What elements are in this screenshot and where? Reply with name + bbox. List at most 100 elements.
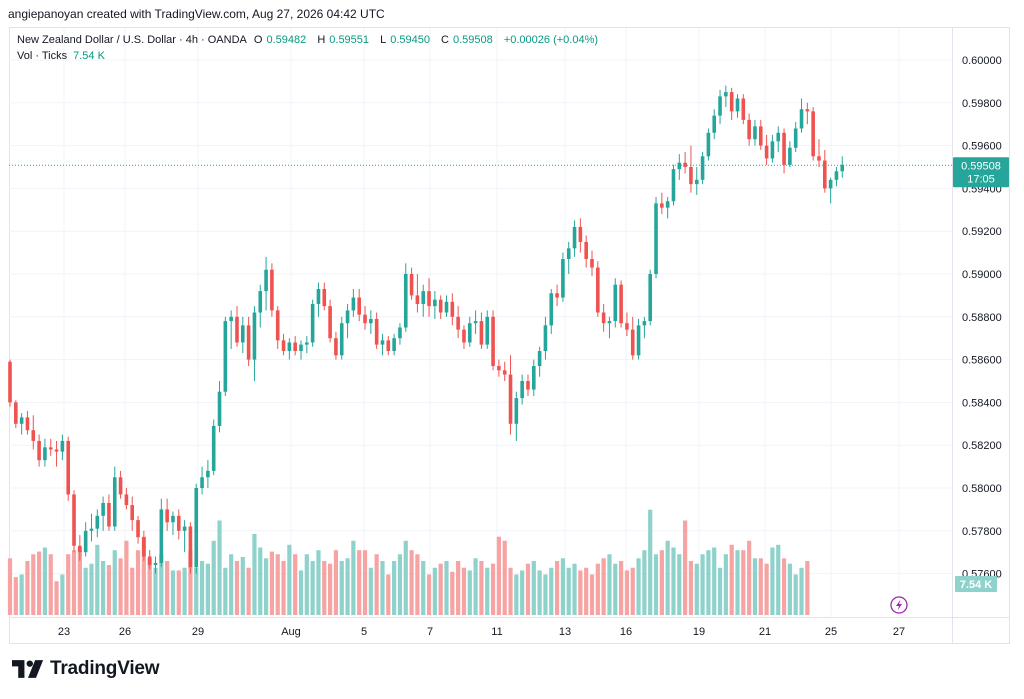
time-axis-label: 29 [192, 626, 204, 638]
volume-bar [456, 561, 461, 615]
volume-bar [415, 554, 420, 615]
volume-bar [683, 520, 688, 615]
volume-bar [287, 544, 292, 615]
volume-bar [328, 563, 333, 615]
candle-body [351, 297, 356, 311]
volume-bar [66, 554, 71, 615]
volume-bar [584, 567, 589, 615]
candle-body [153, 562, 158, 566]
change-value: +0.00026 (+0.04%) [503, 34, 599, 46]
candle [392, 333, 396, 356]
candle [467, 316, 472, 347]
candle [241, 316, 245, 354]
candle-body [171, 515, 175, 523]
candle [200, 466, 204, 495]
candle [456, 306, 460, 339]
candle-body [491, 316, 495, 367]
candle-body [805, 109, 810, 112]
candle-body [502, 370, 507, 375]
price-axis-label: 0.58200 [962, 440, 1002, 452]
candle-body [200, 477, 204, 488]
volume-bar [188, 550, 193, 615]
volume-bar [7, 558, 13, 615]
volume-series [7, 509, 810, 615]
candle [788, 141, 792, 167]
volume-bar [19, 574, 24, 615]
candle-body [159, 509, 164, 563]
lightning-icon[interactable] [890, 596, 908, 614]
candle-body [694, 179, 699, 185]
volume-bar [165, 561, 170, 615]
candle [555, 284, 559, 307]
volume-label[interactable]: Vol · Ticks [17, 50, 68, 62]
candle [805, 102, 810, 125]
candle-body [264, 269, 268, 292]
volume-bar [310, 561, 315, 615]
candle [427, 278, 431, 317]
candle [590, 250, 594, 277]
volume-bar [374, 554, 379, 615]
candle-body [828, 179, 833, 189]
candle [689, 145, 693, 193]
volume-bar [60, 574, 65, 615]
candle [473, 310, 478, 334]
volume-bar [293, 554, 298, 615]
candle [729, 87, 734, 120]
candle-body [235, 316, 239, 343]
candle-body [613, 284, 618, 322]
volume-bar [322, 561, 327, 615]
candle [136, 515, 140, 544]
candle-body [427, 291, 431, 307]
volume-bar [578, 570, 583, 615]
volume-bar [659, 550, 664, 615]
candle-body [357, 297, 361, 315]
volume-bar [211, 540, 216, 615]
candle [770, 134, 775, 163]
candle [764, 134, 769, 165]
candle-body [54, 449, 59, 452]
time-axis-label: 13 [559, 626, 571, 638]
candle-body [520, 381, 524, 399]
volume-bar [479, 561, 484, 615]
candle-body [712, 115, 717, 133]
volume-bar [403, 540, 408, 615]
candle-body [654, 203, 658, 274]
candle [799, 98, 804, 133]
volume-bar [502, 540, 507, 615]
candle-body [514, 398, 519, 424]
candle-body [374, 318, 379, 345]
volume-bar [543, 574, 548, 615]
volume-bar [607, 554, 612, 615]
candle-body [526, 381, 530, 390]
volume-bar [624, 570, 630, 615]
open-value: 0.59482 [266, 34, 307, 46]
high-value: 0.59551 [329, 34, 370, 46]
candle-body [811, 111, 815, 157]
volume-bar [229, 554, 234, 615]
candle [491, 310, 495, 371]
last-price-tag [953, 157, 1009, 188]
volume-bar [787, 563, 792, 615]
candle [438, 295, 443, 319]
candle [25, 410, 30, 435]
volume-bar [141, 536, 146, 615]
candle-body [578, 226, 583, 242]
volume-bar [758, 558, 763, 615]
symbol-title[interactable]: New Zealand Dollar / U.S. Dollar · 4h · … [17, 34, 247, 46]
candle [497, 359, 501, 377]
price-axis-label: 0.59600 [962, 141, 1002, 153]
volume-bar [170, 570, 176, 615]
tradingview-logo[interactable]: TradingView [12, 658, 160, 680]
time-axis-label: 23 [58, 626, 70, 638]
volume-bar [217, 520, 222, 615]
volume-bar [368, 567, 373, 615]
candle-body [176, 515, 181, 531]
tradingview-logo-text: TradingView [50, 658, 160, 679]
candle [31, 415, 36, 450]
volume-bar [653, 554, 659, 615]
candle [811, 107, 815, 161]
volume-bar [101, 561, 106, 615]
candle [322, 282, 327, 311]
candle-body [206, 470, 210, 478]
